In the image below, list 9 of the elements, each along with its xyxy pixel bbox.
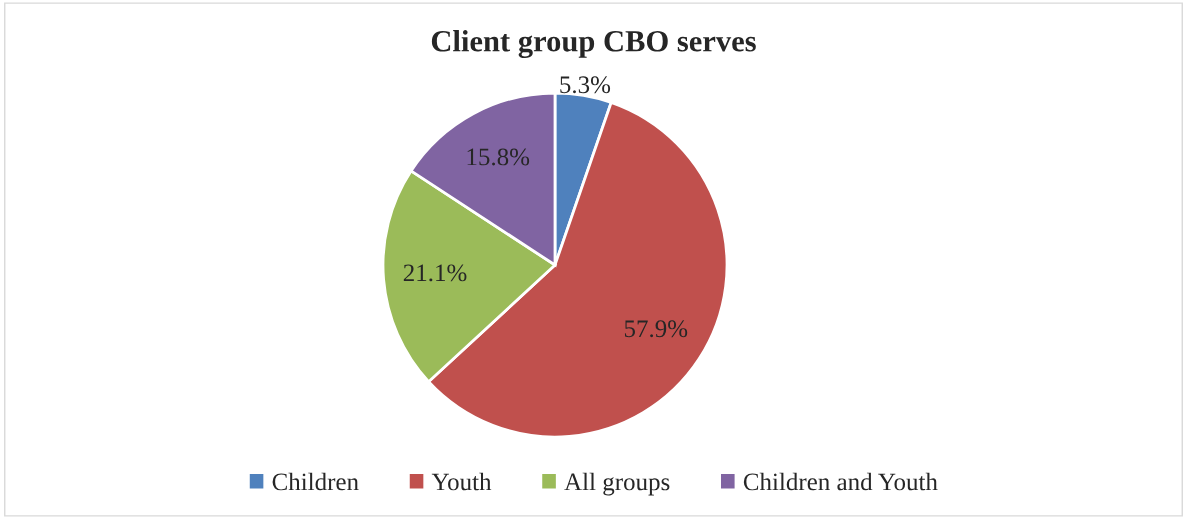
legend-label: All groups	[564, 472, 670, 496]
legend-label: Youth	[431, 472, 492, 491]
data-label: 21.1%	[403, 264, 467, 282]
data-label: 57.9%	[624, 320, 688, 338]
legend-label: Children	[272, 472, 359, 491]
legend-label: Children and Youth	[743, 472, 938, 491]
data-label: 15.8%	[467, 148, 530, 166]
data-label: 5.3%	[560, 76, 611, 94]
chart-title: Client group CBO serves	[431, 30, 756, 58]
